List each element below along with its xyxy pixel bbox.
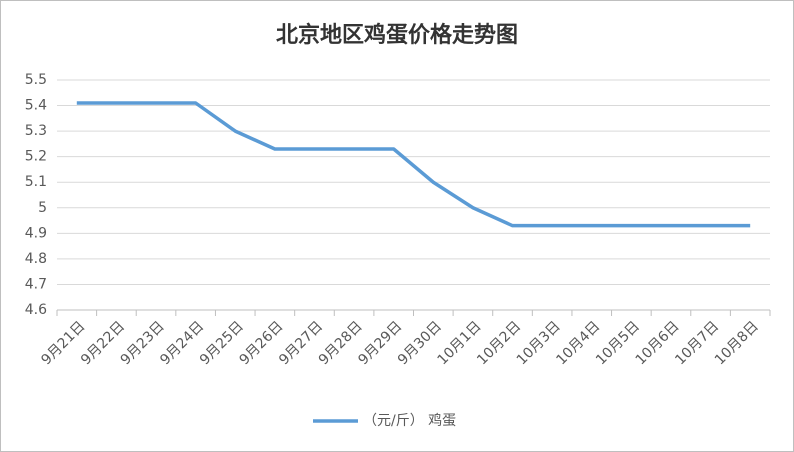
y-tick-label: 4.6 (25, 302, 47, 318)
y-tick-label: 5.3 (25, 123, 47, 139)
y-tick-label: 5.1 (25, 174, 47, 190)
data-line (76, 101, 751, 228)
chart-title: 北京地区鸡蛋价格走势图 (276, 22, 518, 48)
y-tick-label: 5.4 (25, 98, 47, 114)
y-tick-label: 5.5 (25, 72, 47, 88)
y-tick-label: 4.8 (25, 251, 47, 267)
y-tick-label: 5 (38, 200, 47, 216)
y-tick-label: 4.9 (25, 225, 47, 241)
legend-label: （元/斤） 鸡蛋 (363, 412, 456, 429)
y-tick-label: 5.2 (25, 149, 47, 165)
y-tick-label: 4.7 (25, 276, 47, 292)
